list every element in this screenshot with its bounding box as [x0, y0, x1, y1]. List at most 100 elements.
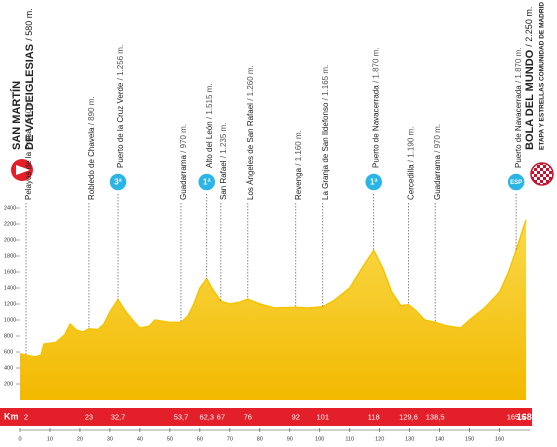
finish-label: BOLA DEL MUNDO / 2.250 m. ETAPA Y ESTREL…: [524, 2, 554, 186]
waypoint-label: Guadarrama / 970 m.: [433, 124, 442, 200]
waypoint-name: San Rafael: [219, 160, 228, 200]
km-label: 138,5: [426, 412, 445, 421]
km-label: 101: [317, 412, 330, 421]
waypoint-altitude: / 1.515 m.: [205, 83, 214, 119]
waypoint-label: La Granja de San Ildefonso / 1.165 m.: [321, 65, 330, 200]
x-tick-label: 150: [465, 436, 474, 442]
waypoint-altitude: / 1.190 m.: [407, 127, 416, 163]
waypoint-altitude: / 1.165 m.: [321, 65, 330, 101]
waypoint-label: Pelayos de la Presa / 560 m.: [24, 98, 33, 200]
waypoint-label: Los Ángeles de San Rafael / 1.260 m.: [246, 65, 255, 200]
finish-altitude: / 2.250 m.: [524, 7, 534, 47]
finish-note: ETAPA Y ESTRELLAS COMUNIDAD DE MADRID: [539, 2, 546, 150]
x-tick-label: 20: [77, 436, 83, 442]
climb-category: 1ª: [370, 178, 377, 187]
profile-line: [19, 219, 527, 358]
x-tick-label: 80: [257, 436, 263, 442]
waypoint-label: Revenga / 1.160 m.: [294, 130, 303, 200]
waypoint-label: Puerto de Navacerrada / 1.870 m.: [514, 47, 523, 168]
finish-name: BOLA DEL MUNDO: [524, 49, 536, 150]
waypoint-name: Puerto de la Cruz Verde: [116, 82, 125, 168]
y-tick-label: 400: [4, 365, 13, 371]
climb-badge: [197, 172, 217, 192]
y-tick-label: 2400: [4, 205, 16, 211]
x-tick-label: 100: [315, 436, 324, 442]
waypoint-name: Cercedilla: [407, 164, 416, 200]
y-tick-label: 1000: [4, 317, 16, 323]
km-label: 165,5: [507, 412, 526, 421]
waypoint-label: Guadarrama / 970 m.: [179, 124, 188, 200]
x-tick-label: 60: [197, 436, 203, 442]
km-label: 67: [217, 412, 225, 421]
finish-name-line: BOLA DEL MUNDO / 2.250 m.: [524, 7, 536, 150]
start-altitude: / 580 m.: [24, 8, 34, 41]
x-tick-label: 120: [375, 436, 384, 442]
waypoint-altitude: / 560 m.: [24, 98, 33, 127]
km-label: 53,7: [174, 412, 189, 421]
y-tick-label: 1800: [4, 253, 16, 259]
waypoint-altitude: / 1.870 m.: [372, 47, 381, 83]
waypoint-label: San Rafael / 1.235 m.: [219, 123, 228, 200]
climb-badge: [108, 172, 128, 192]
km-title: Km: [4, 411, 19, 421]
x-tick-label: 40: [137, 436, 143, 442]
finish-icon: [530, 162, 554, 186]
profile-area: [20, 220, 526, 400]
x-tick-label: 30: [107, 436, 113, 442]
y-tick-label: 2000: [4, 237, 16, 243]
start-arrow: [16, 165, 30, 175]
waypoint-name: Puerto de Navacerrada: [514, 85, 523, 168]
x-tick-label: 140: [435, 436, 444, 442]
waypoint-label: Cercedilla / 1.190 m.: [407, 127, 416, 200]
waypoint-altitude: / 1.256 m.: [116, 45, 125, 81]
finish-km: 168,8: [517, 412, 540, 422]
waypoint-name: Los Ángeles de San Rafael: [246, 103, 255, 200]
climb-badge: [506, 172, 526, 192]
km-label: 129,6: [399, 412, 418, 421]
x-tick-label: 0: [18, 436, 21, 442]
waypoint-name: Alto del León: [205, 121, 214, 168]
start-name: SAN MARTÍN: [10, 81, 23, 150]
waypoint-name: Revenga: [294, 167, 303, 200]
y-tick-label: 200: [4, 381, 13, 387]
waypoint-altitude: / 1.235 m.: [219, 123, 228, 159]
y-tick-label: 1200: [4, 301, 16, 307]
waypoint-name: Guadarrama: [433, 155, 442, 200]
x-tick-label: 10: [47, 436, 53, 442]
x-tick-label: 130: [405, 436, 414, 442]
waypoint-label: Alto del León / 1.515 m.: [205, 83, 214, 168]
y-tick-label: 1400: [4, 285, 16, 291]
km-label: 92: [292, 412, 300, 421]
waypoint-label: Puerto de Navacerrada / 1.870 m.: [372, 47, 381, 168]
waypoint-altitude: / 1.870 m.: [514, 47, 523, 83]
start-label: SAN MARTÍN DE VALDEIGLESIAS / 580 m.: [10, 8, 36, 181]
x-tick-label: 50: [167, 436, 173, 442]
y-tick-label: 2200: [4, 221, 16, 227]
y-tick-label: 1600: [4, 269, 16, 275]
x-tick-label: 90: [287, 436, 293, 442]
km-label: 76: [244, 412, 252, 421]
km-label: 62,3: [199, 412, 214, 421]
waypoint-name: Pelayos de la Presa: [24, 128, 33, 200]
waypoint-altitude: / 1.160 m.: [294, 130, 303, 166]
waypoint-label: Robledo de Chavela / 890 m.: [87, 96, 96, 200]
climb-badge: [363, 172, 384, 192]
km-label: 2: [24, 412, 28, 421]
climb-category: ESP: [510, 180, 522, 186]
waypoint-name: La Granja de San Ildefonso: [321, 102, 330, 200]
waypoint-name: Robledo de Chavela: [87, 127, 96, 200]
climb-category: 3ª: [114, 178, 121, 187]
waypoint-label: Puerto de la Cruz Verde / 1.256 m.: [116, 45, 125, 168]
start-name-line: DE VALDEIGLESIAS / 580 m.: [24, 8, 36, 150]
waypoint-altitude: / 970 m.: [433, 124, 442, 153]
waypoint-name: Puerto de Navacerrada: [372, 85, 381, 168]
waypoint-altitude: / 970 m.: [179, 124, 188, 153]
climb-category: 1ª: [203, 178, 210, 187]
waypoint-name: Guadarrama: [179, 155, 188, 200]
x-tick-label: 110: [345, 436, 354, 442]
km-band: [0, 408, 532, 426]
start-name2: DE VALDEIGLESIAS: [24, 44, 36, 150]
waypoint-altitude: / 890 m.: [87, 96, 96, 125]
